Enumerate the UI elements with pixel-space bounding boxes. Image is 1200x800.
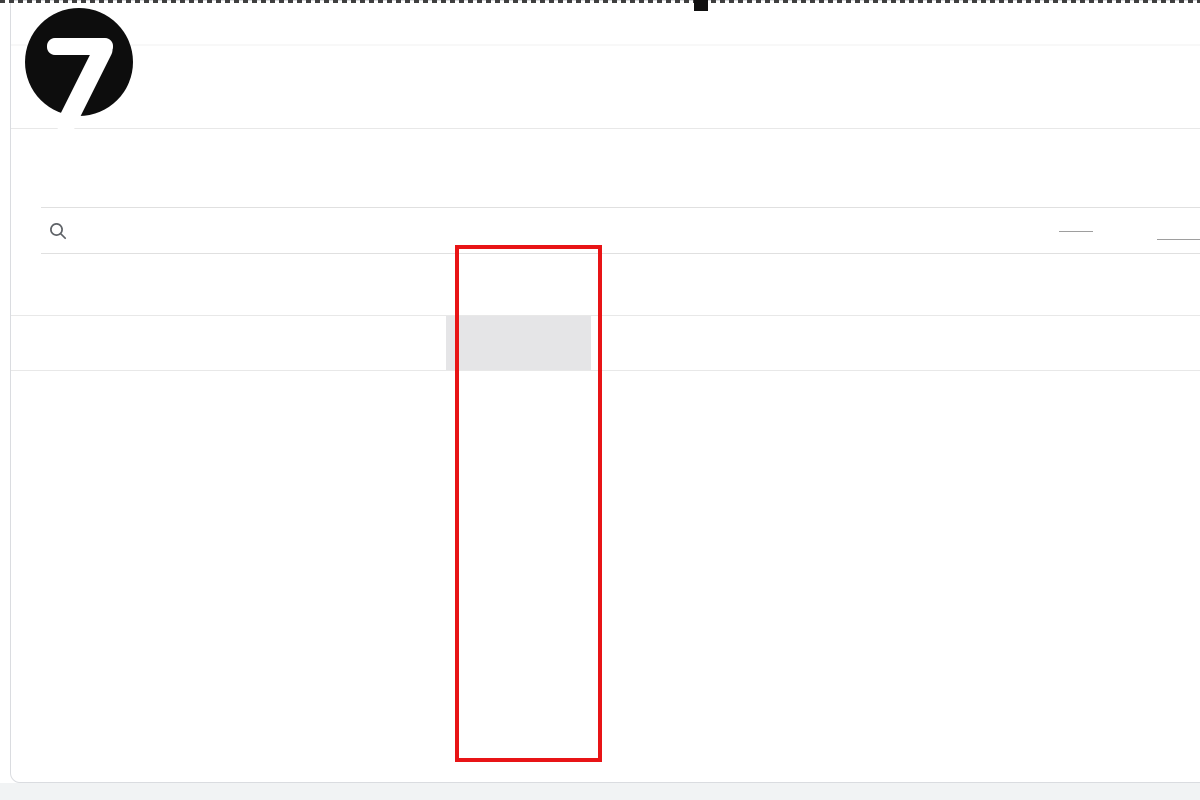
selection-dashes [0, 0, 1200, 3]
divider [41, 207, 1200, 208]
rows-per-page-value [1059, 229, 1093, 232]
selection-handle[interactable] [694, 0, 708, 11]
sessions-column-header [446, 254, 591, 315]
page-background [0, 783, 1200, 800]
site-logo [16, 6, 140, 132]
chart-canvas [11, 44, 1200, 129]
sessions-chart [11, 1, 1200, 131]
index-column-header [11, 254, 86, 315]
chart-legend [39, 173, 1200, 193]
logo-seven [56, 40, 113, 132]
goto-page-input[interactable] [1157, 222, 1200, 240]
landing-page-column-header [86, 254, 446, 315]
report-card [10, 0, 1200, 783]
total-new-users [723, 316, 871, 370]
divider [41, 253, 1200, 254]
pagination-controls [1049, 222, 1200, 240]
table-toolbar [41, 208, 1200, 253]
search-icon [50, 222, 67, 239]
x-axis [11, 133, 1200, 167]
logo-circle [25, 8, 133, 132]
total-sessions [446, 316, 591, 370]
rows-per-page-select[interactable] [1059, 229, 1105, 232]
avg-engagement-column-header [871, 254, 1049, 315]
search-input[interactable] [41, 222, 80, 240]
total-avg-engagement [871, 316, 1049, 370]
new-users-column-header [723, 254, 871, 315]
table-header-row [11, 254, 1200, 316]
total-users [591, 316, 723, 370]
users-column-header [591, 254, 723, 315]
totals-row [11, 316, 1200, 371]
conversions-column-header [1049, 254, 1200, 315]
